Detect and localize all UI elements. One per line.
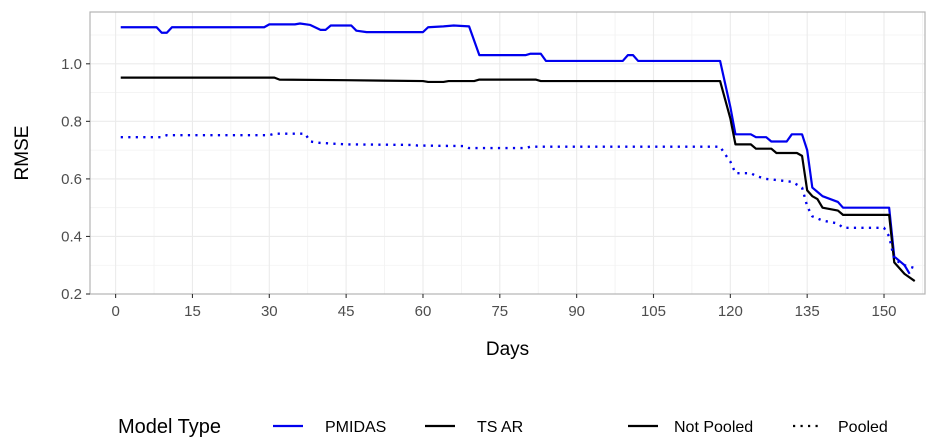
x-tick-label: 0 [111,303,119,320]
x-tick-label: 75 [491,303,508,320]
x-tick-label: 90 [568,303,585,320]
x-tick-label: 30 [261,303,278,320]
y-axis-ticks: 0.2 0.4 0.6 0.8 1.0 [61,56,90,303]
legend-label-not-pooled: Not Pooled [674,419,753,436]
legend-label-pooled: Pooled [838,419,888,436]
series-line-pmidas-pooled [120,132,916,270]
y-tick-label: 1.0 [61,56,82,73]
x-tick-label: 150 [872,303,897,320]
legend-title: Model Type [118,416,221,438]
y-axis-title: RMSE [12,126,33,181]
legend: Model Type PMIDAS TS AR Not Pooled Pooled [118,416,888,438]
series-layer [120,22,916,282]
series-line-pmidas-not-pooled [120,22,911,275]
x-tick-label: 135 [795,303,820,320]
series-line-ts-ar-not-pooled [120,76,916,282]
x-tick-label: 120 [718,303,743,320]
legend-label-pmidas: PMIDAS [325,419,386,436]
y-tick-label: 0.2 [61,286,82,303]
grid-major [90,12,925,295]
y-tick-label: 0.4 [61,228,82,245]
grid-minor [90,12,925,294]
y-tick-label: 0.6 [61,171,82,188]
x-tick-label: 60 [415,303,432,320]
x-tick-label: 15 [184,303,201,320]
x-tick-label: 105 [641,303,666,320]
x-axis-title: Days [486,339,529,360]
legend-label-ts-ar: TS AR [477,419,523,436]
x-axis-ticks: 0 15 30 45 60 75 90 105 120 135 150 [111,294,897,320]
x-tick-label: 45 [338,303,355,320]
y-tick-label: 0.8 [61,113,82,130]
panel-border [89,11,926,295]
